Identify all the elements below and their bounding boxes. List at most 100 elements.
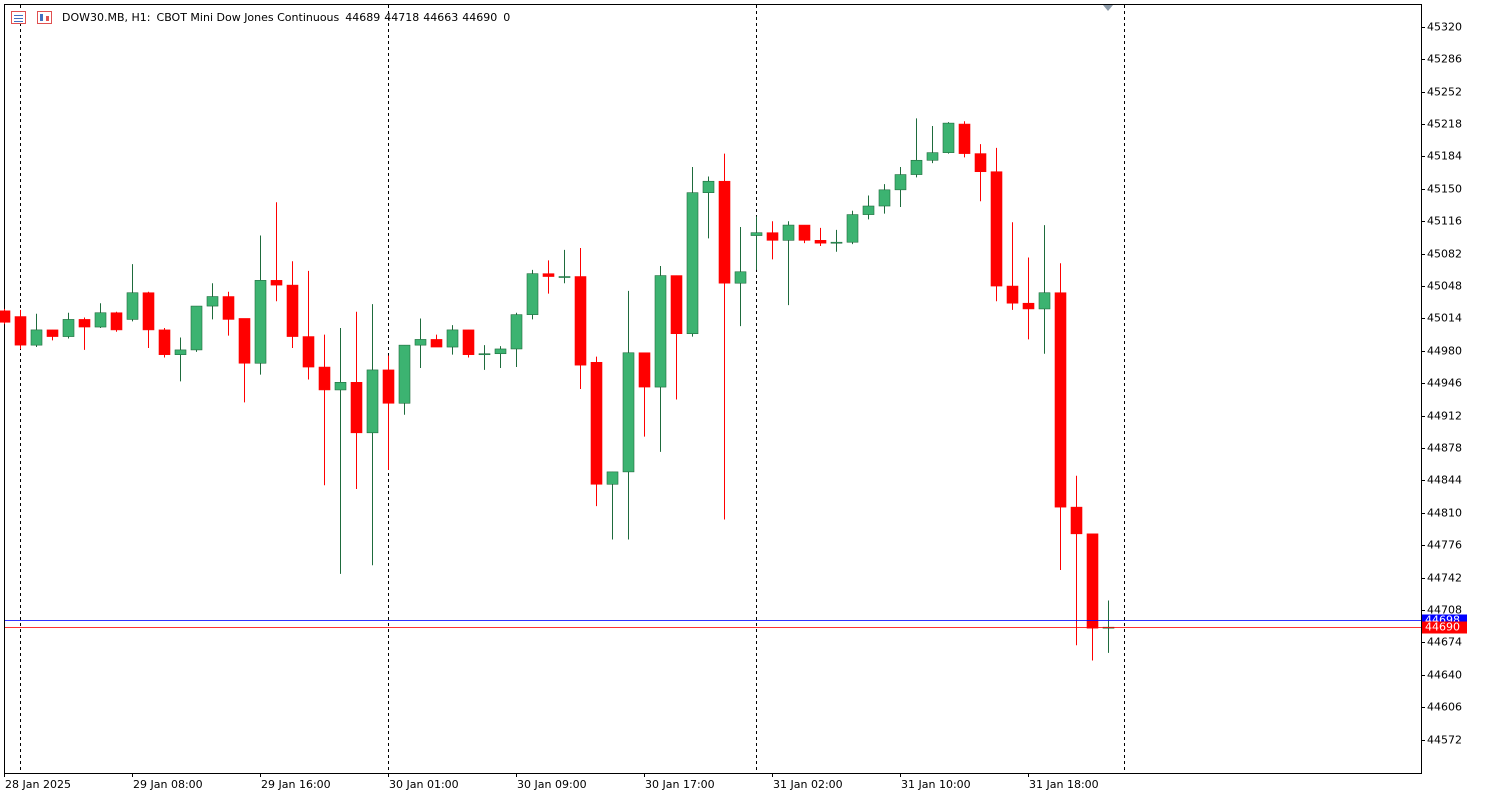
x-tick-label: 30 Jan 17:00 [645,778,715,791]
bid-label-box [1422,621,1467,634]
candle-body [190,305,203,351]
y-tick-label: 44844 [1427,474,1462,487]
y-tick-label: 45014 [1427,312,1462,325]
y-tick-label: 44708 [1427,604,1462,617]
x-tick-label: 29 Jan 08:00 [133,778,203,791]
chart-frame [4,4,1422,774]
candle-body [494,348,507,355]
y-tick-label: 44572 [1427,734,1462,747]
y-tick-label: 45048 [1427,280,1462,293]
candle-body [766,232,779,241]
candle-body [334,382,347,391]
candle-body [398,344,411,404]
candle-body [366,369,379,434]
candle-body [238,318,251,364]
y-tick-label: 44878 [1427,442,1462,455]
candle-body [46,329,59,337]
candle-body [894,174,907,191]
candle-body [174,349,187,355]
x-tick-label: 28 Jan 2025 [5,778,71,791]
candle-body [462,329,475,355]
candle-body [446,329,459,348]
candle-body [910,159,923,175]
candle-body [382,369,395,404]
candle-body [606,471,619,485]
candle-body [14,316,27,346]
candle-body [782,224,795,241]
candle-body [478,353,491,356]
candle-body [638,352,651,388]
candle-body [702,180,715,193]
candle-body [1086,533,1099,629]
y-tick-label: 44674 [1427,636,1462,649]
spread: 0 [503,11,510,24]
candle-body [78,319,91,328]
icon-bar [40,14,43,21]
candle-body [1054,292,1067,508]
candle-body [158,329,171,355]
candle-body [878,189,891,207]
candle-body [1006,285,1019,304]
candle-body [862,205,875,215]
candle-body [350,382,363,434]
y-tick-label: 45184 [1427,150,1462,163]
candle-body [798,224,811,241]
candle-body [686,192,699,335]
candle-body [670,275,683,335]
x-tick-label: 29 Jan 16:00 [261,778,331,791]
open: 44689 [345,11,380,24]
y-tick-label: 45150 [1427,183,1462,196]
close: 44690 [462,11,497,24]
y-tick-label: 44742 [1427,572,1462,585]
candle-body [718,180,731,284]
y-tick-label: 45116 [1427,215,1462,228]
candle-body [1038,292,1051,310]
candle-body [126,292,139,320]
header-icons [11,11,52,24]
shift-marker [1103,5,1113,11]
candle-body [558,276,571,278]
y-tick-label: 45286 [1427,53,1462,66]
candle-body [0,310,11,323]
candle-body [94,312,107,328]
candle-body [30,329,43,346]
candle-body [542,273,555,277]
y-tick-label: 44912 [1427,410,1462,423]
x-tick-label: 31 Jan 10:00 [901,778,971,791]
candle-body [846,214,859,243]
candle-body [734,271,747,284]
candle-body [926,152,939,161]
description: CBOT Mini Dow Jones Continuous [157,11,340,24]
candle-body [142,292,155,331]
icon [37,11,52,24]
candle-body [286,284,299,337]
candle-body [254,280,267,364]
bid-label: 44690 [1425,621,1460,634]
candle-body [526,273,539,315]
y-tick-label: 45320 [1427,21,1462,34]
y-tick-label: 45082 [1427,248,1462,261]
candle-body [414,339,427,346]
candle-body [206,296,219,307]
candle-body [814,240,827,244]
candle-body [62,319,75,337]
candle-body [830,241,843,244]
candle-body [654,275,667,388]
x-tick-label: 30 Jan 09:00 [517,778,587,791]
candle-body [510,314,523,350]
candle-body [958,123,971,154]
candle-body [942,122,955,153]
icon-bar [46,16,49,21]
candle-body [222,296,235,320]
candle-body [622,352,635,473]
candle-body [1022,302,1035,310]
x-tick-label: 31 Jan 18:00 [1029,778,1099,791]
candle-body [302,336,315,368]
candle-body [270,280,283,286]
candle-body [574,276,587,366]
y-tick-label: 44980 [1427,345,1462,358]
x-tick-label: 31 Jan 02:00 [773,778,843,791]
icon [11,11,26,24]
